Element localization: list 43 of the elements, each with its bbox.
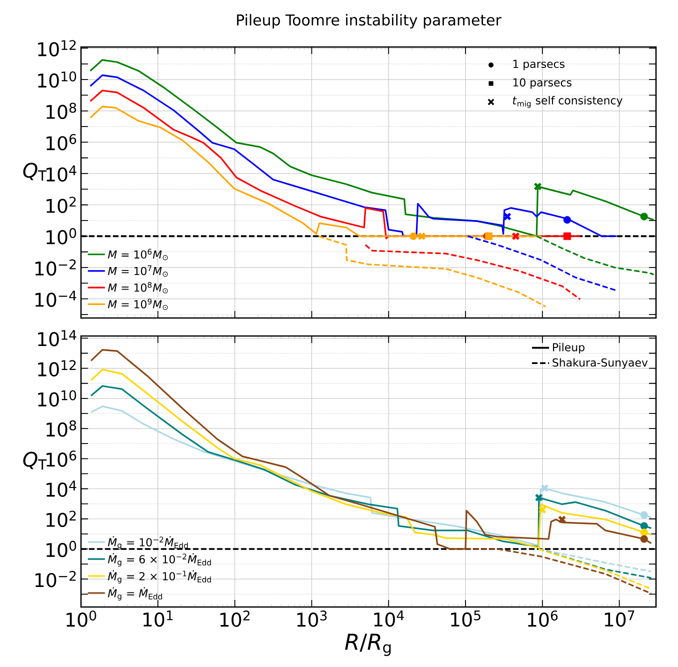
x-tick-label: 10$^{5}$ <box>451 610 480 627</box>
annotation: 1 parsecs <box>513 60 564 70</box>
legend-label: Ṁ$_{g}$ = 2 × 10$^{−1}$Ṁ$_{Edd}$ <box>108 570 211 584</box>
y-tick-label: 10$^{12}$ <box>38 40 76 56</box>
y-tick-label: 10$^{14}$ <box>38 330 76 346</box>
annotation: Shakura-Sunyaev <box>552 358 648 369</box>
x-axis-title: R/R$_{g}$ <box>345 634 391 656</box>
y-tick-label: 10$^{8}$ <box>46 420 76 437</box>
legend-label: M = 10$^{8}$M$_{⊙}$ <box>108 282 168 294</box>
y-tick-label: 10$^{6}$ <box>46 450 76 467</box>
y-tick-label: 10$^{10}$ <box>38 71 76 88</box>
y-tick-label: 10$^{2}$ <box>46 510 76 528</box>
x-tick-label: 10$^{6}$ <box>528 610 558 627</box>
y-tick-label: 10$^{10}$ <box>38 390 76 407</box>
x-tick-label: 10$^{0}$ <box>66 610 96 627</box>
legend-label: M = 10$^{7}$M$_{⊙}$ <box>108 265 168 277</box>
x-tick-label: 10$^{4}$ <box>374 610 404 627</box>
y-tick-label: 10$^{8}$ <box>46 102 76 120</box>
y-axis-title: Q$_{T}$ <box>23 452 47 470</box>
x-tick-label: 10$^{2}$ <box>220 610 250 627</box>
annotation: t$_{mig}$ self consistency <box>512 96 622 108</box>
y-tick-label: 10$^{4}$ <box>46 165 76 182</box>
legend-label: Ṁ$_{g}$ = 10$^{−2}$Ṁ$_{Edd}$ <box>108 536 188 550</box>
y-tick-label: 10$^{2}$ <box>46 196 76 214</box>
y-tick-label: 10$^{−2}$ <box>35 570 76 588</box>
y-tick-label: 10$^{−2}$ <box>35 259 76 276</box>
y-tick-label: 10$^{6}$ <box>46 134 76 150</box>
y-tick-label: 10$^{−4}$ <box>35 290 76 307</box>
legend-label: Ṁ$_{g}$ = Ṁ$_{Edd}$ <box>108 587 162 600</box>
x-tick-label: 10$^{7}$ <box>604 610 634 627</box>
legend-label: M = 10$^{6}$M$_{⊙}$ <box>108 248 168 260</box>
chart-title: Pileup Toomre instability parameter <box>237 14 502 28</box>
legend-label: M = 10$^{9}$M$_{⊙}$ <box>108 298 168 310</box>
annotation: Pileup <box>553 342 584 354</box>
y-tick-label: 10$^{0}$ <box>46 228 76 244</box>
x-tick-label: 10$^{1}$ <box>143 610 173 627</box>
legend-label: Ṁ$_{g}$ = 6 × 10$^{−2}$Ṁ$_{Edd}$ <box>108 553 211 567</box>
y-tick-label: 10$^{0}$ <box>46 540 76 558</box>
y-tick-label: 10$^{4}$ <box>46 480 76 497</box>
y-tick-label: 10$^{12}$ <box>38 360 76 376</box>
x-tick-label: 10$^{3}$ <box>297 610 327 627</box>
y-axis-title: Q$_{T}$ <box>23 162 47 181</box>
annotation: 10 parsecs <box>513 78 572 89</box>
